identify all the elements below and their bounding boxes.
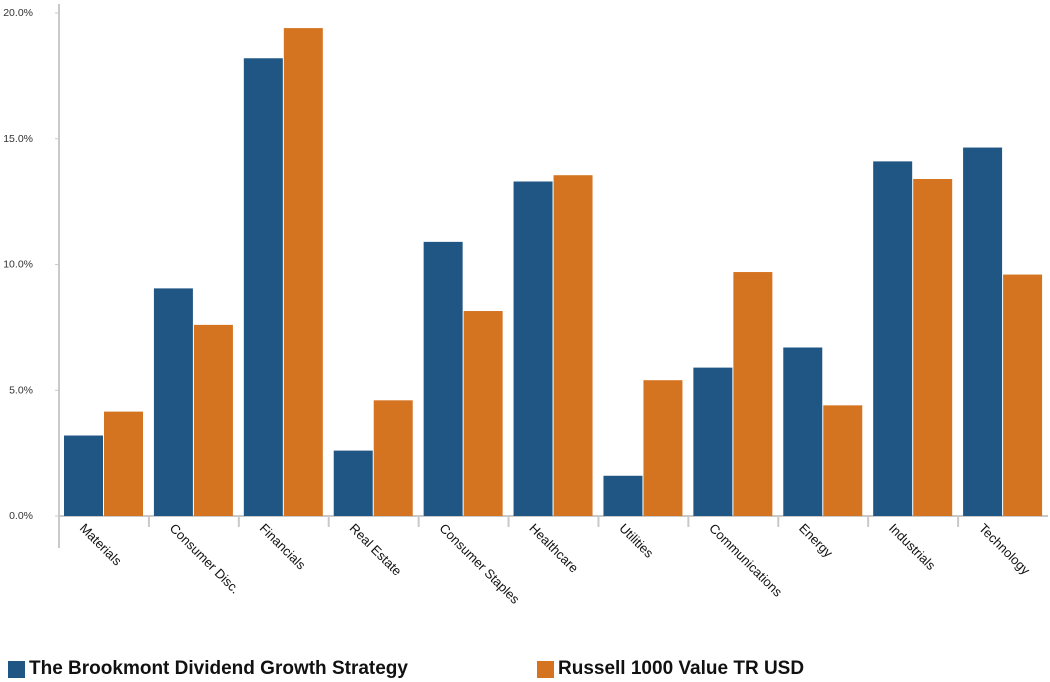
- bar: [873, 161, 913, 516]
- bar: [513, 181, 553, 516]
- x-tick-label: Healthcare: [526, 521, 581, 576]
- bar: [463, 311, 503, 516]
- legend-item-series-1: The Brookmont Dividend Growth Strategy: [8, 658, 408, 680]
- y-tick-label: 15.0%: [3, 133, 33, 145]
- legend-item-series-2: Russell 1000 Value TR USD: [537, 658, 804, 680]
- legend-label-series-2: Russell 1000 Value TR USD: [558, 658, 805, 679]
- bar: [643, 380, 683, 516]
- bar: [104, 411, 143, 516]
- legend-label-series-1: The Brookmont Dividend Growth Strategy: [29, 658, 408, 679]
- bar: [153, 288, 193, 516]
- x-tick-label: Consumer Disc.: [167, 521, 243, 597]
- bar: [553, 175, 593, 516]
- bar: [243, 58, 283, 517]
- x-tick-label: Financials: [257, 521, 309, 573]
- x-tick-label: Materials: [77, 521, 125, 569]
- bar: [603, 475, 643, 516]
- bar: [333, 450, 373, 516]
- bar: [913, 178, 953, 517]
- x-tick-label: Consumer Staples: [437, 521, 524, 608]
- y-tick-label: 5.0%: [9, 384, 33, 396]
- bar: [64, 435, 103, 516]
- x-tick-label: Energy: [796, 521, 836, 561]
- x-tick-label: Real Estate: [347, 521, 405, 579]
- legend-swatch-series-1: [8, 660, 25, 678]
- y-tick-label: 0.0%: [9, 510, 33, 522]
- bar: [193, 324, 233, 516]
- bar: [1003, 274, 1043, 516]
- bar: [823, 405, 863, 516]
- bar: [783, 347, 823, 516]
- bar: [693, 367, 733, 516]
- bar: [963, 147, 1003, 517]
- y-tick-label: 20.0%: [3, 7, 33, 19]
- bar: [733, 272, 773, 516]
- bar: [373, 400, 413, 516]
- legend-swatch-series-2: [537, 660, 554, 678]
- legend: The Brookmont Dividend Growth Strategy R…: [0, 654, 1050, 682]
- x-tick-label: Technology: [976, 521, 1033, 578]
- x-tick-label: Communications: [706, 521, 785, 600]
- y-tick-label: 10.0%: [3, 259, 33, 271]
- x-tick-label: Industrials: [886, 521, 939, 574]
- x-tick-label: Utilities: [616, 521, 657, 562]
- bar: [423, 241, 463, 517]
- bar: [283, 28, 323, 517]
